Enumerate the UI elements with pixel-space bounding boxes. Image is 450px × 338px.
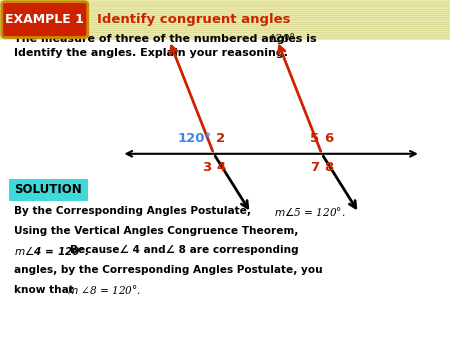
- Bar: [0, 0, 450, 39]
- Text: 7: 7: [310, 161, 320, 173]
- Text: $m\angle$4 = 120°.: $m\angle$4 = 120°.: [14, 244, 90, 257]
- Text: SOLUTION: SOLUTION: [14, 184, 82, 196]
- Text: 3: 3: [202, 161, 212, 173]
- Text: By the Corresponding Angles Postulate,: By the Corresponding Angles Postulate,: [14, 206, 254, 216]
- FancyBboxPatch shape: [9, 179, 88, 201]
- Text: 120°.: 120°.: [268, 34, 298, 44]
- Text: $m\angle$5 = 120°.: $m\angle$5 = 120°.: [274, 205, 345, 218]
- Text: 120°: 120°: [177, 132, 212, 145]
- Text: know that: know that: [14, 285, 77, 295]
- Text: 6: 6: [324, 132, 333, 145]
- Text: 5: 5: [310, 132, 320, 145]
- Bar: [0, 39, 450, 338]
- FancyBboxPatch shape: [2, 2, 88, 38]
- Text: EXAMPLE 1: EXAMPLE 1: [4, 13, 84, 26]
- Text: Identify the angles. Explain your reasoning.: Identify the angles. Explain your reason…: [14, 48, 288, 58]
- Text: Using the Vertical Angles Congruence Theorem,: Using the Vertical Angles Congruence The…: [14, 226, 298, 236]
- Text: Identify congruent angles: Identify congruent angles: [97, 13, 290, 26]
- Text: angles, by the Corresponding Angles Postulate, you: angles, by the Corresponding Angles Post…: [14, 265, 322, 275]
- Text: The measure of three of the numbered angles is: The measure of three of the numbered ang…: [14, 34, 320, 44]
- Text: 8: 8: [324, 161, 333, 173]
- Text: Because∠ 4 and∠ 8 are corresponding: Because∠ 4 and∠ 8 are corresponding: [70, 245, 298, 256]
- Text: 4: 4: [216, 161, 225, 173]
- Text: 2: 2: [216, 132, 225, 145]
- Text: $m$ ∠8 = 120°.: $m$ ∠8 = 120°.: [67, 283, 141, 296]
